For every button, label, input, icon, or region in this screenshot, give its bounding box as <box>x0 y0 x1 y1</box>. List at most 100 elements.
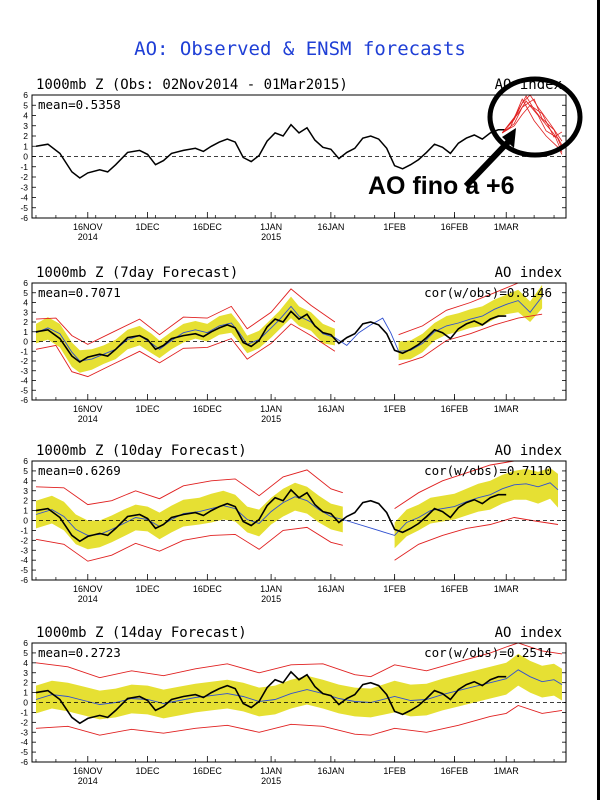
x-tick-label: 16FEB <box>441 584 469 594</box>
panel-index-label: AO index <box>495 265 562 281</box>
observed-line <box>35 310 507 363</box>
x-tick-label: 1FEB <box>383 404 406 414</box>
x-tick-label: 1MAR <box>494 222 520 232</box>
spread-band <box>36 653 562 720</box>
y-tick-label: -5 <box>20 203 28 213</box>
x-tick-label: 16JAN <box>317 222 344 232</box>
x-tick-label: 16DEC <box>193 404 223 414</box>
y-tick-label: -5 <box>20 565 28 575</box>
x-tick-label: 1JAN <box>260 404 282 414</box>
x-tick-sublabel: 2014 <box>78 414 98 424</box>
y-tick-label: 6 <box>23 638 28 648</box>
x-tick-label: 1MAR <box>494 766 520 776</box>
y-tick-label: 0 <box>23 152 28 162</box>
y-tick-label: -2 <box>20 172 28 182</box>
y-tick-label: 3 <box>23 307 28 317</box>
mean-label: mean=0.6269 <box>38 463 121 478</box>
y-tick-label: -2 <box>20 535 28 545</box>
y-tick-label: -6 <box>20 575 28 585</box>
y-tick-label: -4 <box>20 737 28 747</box>
ensemble-max-line <box>35 469 343 506</box>
panel-title: 1000mb Z (Obs: 02Nov2014 - 01Mar2015) <box>36 77 348 93</box>
y-tick-label: -6 <box>20 395 28 405</box>
x-tick-label: 1JAN <box>260 766 282 776</box>
x-tick-label: 16JAN <box>317 404 344 414</box>
panel-index-label: AO index <box>495 625 562 641</box>
ensemble-max-line <box>35 288 336 345</box>
y-tick-label: 5 <box>23 466 28 476</box>
x-tick-label: 16NOV <box>73 222 103 232</box>
x-tick-label: 1FEB <box>383 584 406 594</box>
y-tick-label: -5 <box>20 385 28 395</box>
x-tick-label: 1JAN <box>260 222 282 232</box>
ensemble-max-line <box>398 283 543 336</box>
y-tick-label: 4 <box>23 111 28 121</box>
y-tick-label: 6 <box>23 90 28 100</box>
x-tick-label: 16FEB <box>441 766 469 776</box>
ensemble-min-line <box>394 517 559 561</box>
arrow-shaft <box>463 137 513 189</box>
x-tick-label: 1MAR <box>494 584 520 594</box>
panel-index-label: AO index <box>495 443 562 459</box>
y-tick-label: 1 <box>23 688 28 698</box>
y-tick-label: -3 <box>20 366 28 376</box>
ensemble-min-line <box>35 526 343 562</box>
x-tick-sublabel: 2015 <box>261 594 281 604</box>
y-tick-label: 2 <box>23 131 28 141</box>
highlight-circle <box>487 76 583 158</box>
forecast-fan-line <box>501 95 563 142</box>
y-tick-label: 0 <box>23 337 28 347</box>
y-tick-label: -3 <box>20 545 28 555</box>
x-tick-label: 16FEB <box>441 404 469 414</box>
ensemble-max-line <box>35 643 563 679</box>
x-tick-label: 16JAN <box>317 766 344 776</box>
y-tick-label: 5 <box>23 288 28 298</box>
y-tick-label: -4 <box>20 193 28 203</box>
spread-band <box>36 482 343 550</box>
x-tick-label: 1FEB <box>383 766 406 776</box>
annotation-text: AO fino a +6 <box>368 172 515 200</box>
panel-title: 1000mb Z (14day Forecast) <box>36 625 247 641</box>
forecast-fan-line <box>501 104 563 138</box>
x-tick-label: 16FEB <box>441 222 469 232</box>
y-tick-label: -1 <box>20 707 28 717</box>
y-tick-label: -2 <box>20 356 28 366</box>
observed-line <box>35 670 507 725</box>
y-tick-label: 3 <box>23 121 28 131</box>
y-tick-label: 5 <box>23 100 28 110</box>
y-tick-label: -6 <box>20 757 28 767</box>
arrow-head <box>502 128 516 148</box>
observed-line <box>35 123 507 179</box>
y-tick-label: 6 <box>23 456 28 466</box>
y-tick-label: 1 <box>23 506 28 516</box>
mean-label: mean=0.2723 <box>38 645 121 660</box>
y-tick-label: 0 <box>23 698 28 708</box>
x-tick-label: 16NOV <box>73 404 103 414</box>
y-tick-label: -1 <box>20 346 28 356</box>
x-tick-sublabel: 2014 <box>78 232 98 242</box>
y-tick-label: 3 <box>23 668 28 678</box>
y-tick-label: 1 <box>23 327 28 337</box>
y-tick-label: 2 <box>23 496 28 506</box>
y-tick-label: -4 <box>20 376 28 386</box>
x-tick-label: 16JAN <box>317 584 344 594</box>
x-tick-label: 16DEC <box>193 766 223 776</box>
correlation-label: cor(w/obs)=0.2514 <box>424 645 552 660</box>
y-tick-label: 3 <box>23 486 28 496</box>
ensemble-min-line <box>35 323 336 378</box>
x-tick-label: 1FEB <box>383 222 406 232</box>
x-tick-label: 1DEC <box>136 766 161 776</box>
plot-area <box>35 461 559 562</box>
forecast-fan-line <box>501 98 563 155</box>
y-tick-label: 6 <box>23 278 28 288</box>
x-tick-sublabel: 2015 <box>261 776 281 786</box>
y-tick-label: 4 <box>23 658 28 668</box>
y-tick-label: 5 <box>23 648 28 658</box>
y-tick-label: -5 <box>20 747 28 757</box>
panel-title: 1000mb Z (10day Forecast) <box>36 443 247 459</box>
